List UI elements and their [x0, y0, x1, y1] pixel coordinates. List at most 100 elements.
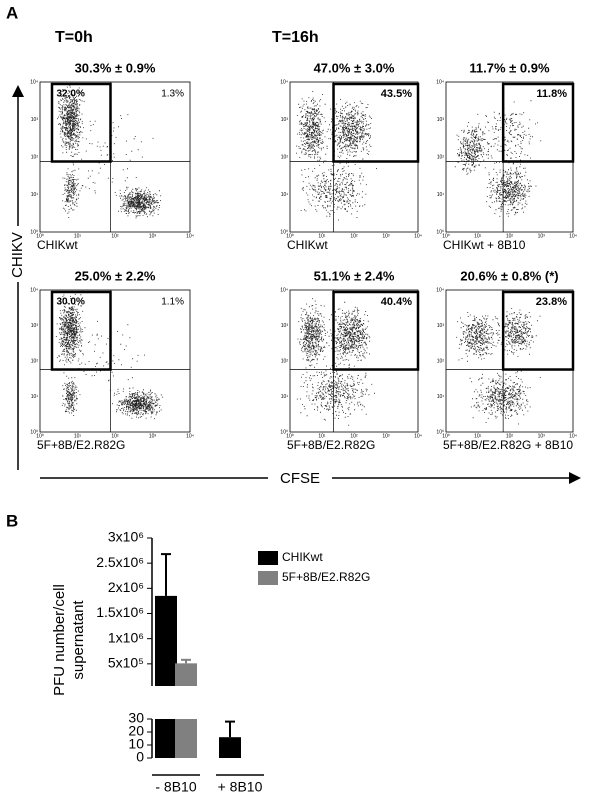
x-tick-label: 10⁰: [286, 433, 294, 439]
event-cloud: [456, 308, 541, 425]
y-tick-label: 10³: [31, 323, 39, 329]
y-tick-label: 10¹: [437, 394, 445, 400]
quadrant-label: 1.3%: [161, 89, 184, 100]
y-tick-label: 1.5x10⁶: [96, 604, 144, 620]
y-tick-label: 10³: [437, 117, 445, 123]
y-tick-label: 10²: [281, 358, 289, 364]
time-label: T=0h: [55, 29, 93, 46]
y-axis-label: supernatant: [70, 600, 87, 680]
y-tick-label: 10: [128, 736, 144, 752]
plot-caption: 5F+8B/E2.R82G: [37, 438, 125, 452]
y-tick-label: 10³: [281, 117, 289, 123]
quadrant-label: 32.0%: [57, 89, 85, 100]
y-tick-label: 2.5x10⁶: [96, 554, 144, 570]
plot-title: 30.3% ± 0.9%: [75, 60, 156, 75]
y-tick-label: 10⁴: [280, 287, 288, 293]
y-tick-label: 10⁰: [436, 429, 444, 435]
x-tick-label: 10⁰: [36, 233, 44, 239]
x-tick-label: 10⁴: [414, 433, 422, 439]
x-tick-label: 10³: [149, 233, 157, 239]
x-axis-label: CFSE: [280, 470, 320, 487]
legend-swatch: [258, 551, 278, 565]
time-label: T=16h: [272, 29, 319, 46]
plot-title: 51.1% ± 2.4%: [314, 268, 395, 283]
x-tick-label: 10⁴: [569, 433, 577, 439]
plot-caption: CHIKwt + 8B10: [443, 238, 526, 252]
y-tick-label: 10⁴: [436, 287, 444, 293]
x-tick-label: 10¹: [318, 233, 326, 239]
plot-title: 25.0% ± 2.2%: [75, 268, 156, 283]
gate: [332, 82, 420, 163]
x-tick-label: 10²: [506, 433, 514, 439]
plot-title: 11.7% ± 0.9%: [469, 60, 550, 75]
x-tick-label: 10¹: [474, 233, 482, 239]
bar: [175, 663, 197, 686]
y-tick-label: 10⁴: [30, 79, 38, 85]
legend-swatch: [258, 571, 278, 585]
quadrant-label: 1.1%: [161, 297, 184, 308]
y-tick-label: 10¹: [281, 192, 289, 198]
x-tick-label: 10¹: [74, 233, 82, 239]
y-tick-label: 10⁰: [280, 229, 288, 235]
y-tick-label: 10¹: [31, 192, 39, 198]
y-axis-label: CHIKV: [9, 232, 26, 278]
y-axis-label: PFU number/cell: [51, 584, 68, 696]
x-tick-label: 10⁴: [186, 233, 194, 239]
y-tick-label: 10³: [31, 117, 39, 123]
y-tick-label: 20: [128, 723, 144, 739]
y-tick-label: 0: [136, 749, 144, 765]
legend-label: 5F+8B/E2.R82G: [282, 570, 370, 584]
plot-frame: [445, 289, 574, 433]
plot-caption: CHIKwt: [287, 238, 328, 252]
x-tick-label: 10³: [382, 233, 390, 239]
gate: [50, 82, 112, 163]
x-tick-label: 10⁰: [442, 233, 450, 239]
x-tick-label: 10¹: [474, 433, 482, 439]
x-tick-label: 10⁰: [286, 233, 294, 239]
x-tick-label: 10³: [382, 433, 390, 439]
label-bg: [8, 226, 28, 282]
x-tick-label: 10³: [538, 433, 546, 439]
x-tick-label: - 8B10: [155, 779, 196, 795]
plot-caption: 5F+8B/E2.R82G + 8B10: [443, 438, 573, 452]
x-tick-label: 10⁰: [442, 433, 450, 439]
bar: [219, 737, 241, 758]
x-tick-label: 10⁴: [186, 433, 194, 439]
x-tick-label: 10³: [149, 433, 157, 439]
event-cloud: [454, 100, 542, 217]
x-tick-label: 10⁴: [414, 233, 422, 239]
y-tick-label: 10⁰: [30, 429, 38, 435]
y-tick-label: 10³: [281, 323, 289, 329]
bar: [155, 595, 177, 686]
y-tick-label: 2x10⁶: [108, 579, 144, 595]
x-tick-label: 10²: [111, 233, 119, 239]
plot-frame: [39, 81, 191, 233]
y-tick-label: 5x10⁵: [108, 655, 144, 671]
x-tick-label: + 8B10: [218, 779, 263, 795]
gate: [501, 290, 575, 371]
y-tick-label: 10⁰: [30, 229, 38, 235]
y-tick-label: 10⁰: [436, 229, 444, 235]
y-tick-label: 10⁰: [280, 429, 288, 435]
event-cloud: [296, 298, 375, 426]
x-tick-label: 10¹: [318, 433, 326, 439]
x-tick-label: 10²: [350, 433, 358, 439]
y-tick-label: 10²: [31, 358, 39, 364]
event-cloud: [296, 91, 377, 221]
plot-title: 20.6% ± 0.8% (*): [460, 268, 558, 283]
plot-frame: [39, 289, 191, 433]
y-tick-label: 10¹: [281, 394, 289, 400]
x-tick-label: 10⁴: [569, 233, 577, 239]
gate: [50, 290, 112, 371]
gate: [501, 82, 575, 163]
y-tick-label: 10³: [437, 323, 445, 329]
plot-caption: CHIKwt: [37, 238, 78, 252]
y-tick-label: 10⁴: [30, 287, 38, 293]
x-tick-label: 10¹: [74, 433, 82, 439]
plot-caption: 5F+8B/E2.R82G: [287, 438, 375, 452]
y-tick-label: 3x10⁶: [108, 529, 144, 545]
y-tick-label: 10¹: [437, 192, 445, 198]
bar: [155, 719, 177, 758]
bar: [175, 719, 197, 758]
